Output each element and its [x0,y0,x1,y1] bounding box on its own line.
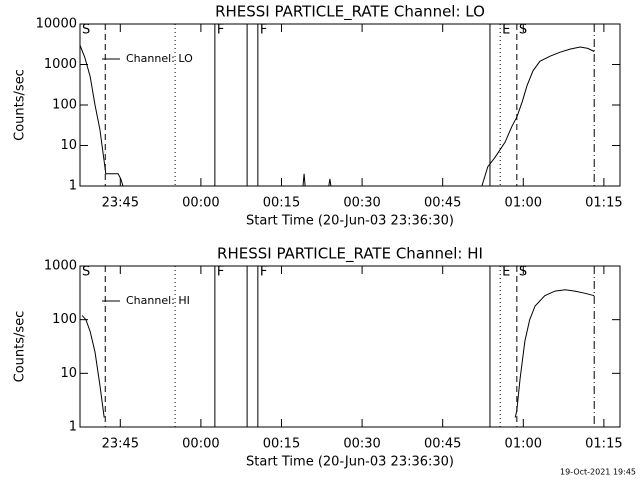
y-tick-label: 100 [52,98,77,113]
event-label: E [502,23,510,38]
x-tick-label: 23:45 [102,437,139,452]
event-label: S [82,265,90,280]
x-tick-label: 00:15 [263,196,300,211]
legend-label: Channel: HI [126,294,190,307]
chart-title: RHESSI PARTICLE_RATE Channel: LO [215,3,485,22]
y-tick-label: 100 [52,312,77,327]
x-tick-label: 00:00 [182,196,219,211]
timestamp: 19-Oct-2021 19:45 [560,468,636,477]
event-label: F [217,23,224,38]
y-axis-label: Counts/sec [13,69,28,141]
legend-label: Channel: LO [126,52,193,65]
x-tick-label: 23:45 [102,196,139,211]
event-label: S [519,23,527,38]
y-axis-label: Counts/sec [13,311,28,383]
y-tick-label: 1000 [44,57,77,72]
event-label: E [502,265,510,280]
y-tick-label: 1000 [44,259,77,274]
x-tick-label: 00:00 [182,437,219,452]
event-label: F [217,265,224,280]
x-tick-label: 01:15 [585,437,622,452]
y-tick-label: 10 [60,138,77,153]
x-tick-label: 01:15 [585,196,622,211]
event-label: S [519,265,527,280]
x-axis-label: Start Time (20-Jun-03 23:36:30) [246,455,454,470]
x-axis-label: Start Time (20-Jun-03 23:36:30) [246,214,454,229]
x-tick-label: 00:45 [424,196,461,211]
event-label: S [82,23,90,38]
y-tick-label: 1 [69,179,77,194]
x-tick-label: 00:15 [263,437,300,452]
event-label: F [260,23,267,38]
x-tick-label: 00:30 [343,196,380,211]
data-line [79,45,595,187]
y-tick-label: 10000 [36,17,77,32]
x-tick-label: 01:00 [505,196,542,211]
data-line [81,289,595,418]
x-tick-label: 00:45 [424,437,461,452]
y-tick-label: 10 [60,366,77,381]
chart-title: RHESSI PARTICLE_RATE Channel: HI [217,245,483,264]
event-label: F [260,265,267,280]
x-tick-label: 00:30 [343,437,380,452]
x-tick-label: 01:00 [505,437,542,452]
y-tick-label: 1 [69,420,77,435]
